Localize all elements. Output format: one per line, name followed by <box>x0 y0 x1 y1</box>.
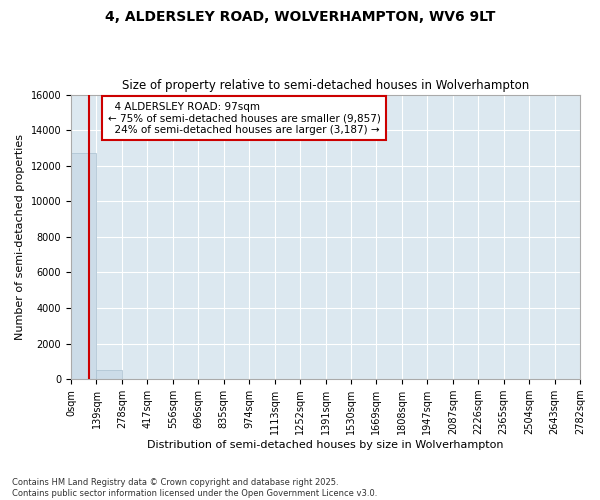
Text: 4 ALDERSLEY ROAD: 97sqm
← 75% of semi-detached houses are smaller (9,857)
  24% : 4 ALDERSLEY ROAD: 97sqm ← 75% of semi-de… <box>107 102 380 135</box>
X-axis label: Distribution of semi-detached houses by size in Wolverhampton: Distribution of semi-detached houses by … <box>147 440 504 450</box>
Y-axis label: Number of semi-detached properties: Number of semi-detached properties <box>15 134 25 340</box>
Text: Contains HM Land Registry data © Crown copyright and database right 2025.
Contai: Contains HM Land Registry data © Crown c… <box>12 478 377 498</box>
Text: 4, ALDERSLEY ROAD, WOLVERHAMPTON, WV6 9LT: 4, ALDERSLEY ROAD, WOLVERHAMPTON, WV6 9L… <box>105 10 495 24</box>
Bar <box>71 153 97 379</box>
Title: Size of property relative to semi-detached houses in Wolverhampton: Size of property relative to semi-detach… <box>122 79 529 92</box>
Bar <box>97 370 122 379</box>
